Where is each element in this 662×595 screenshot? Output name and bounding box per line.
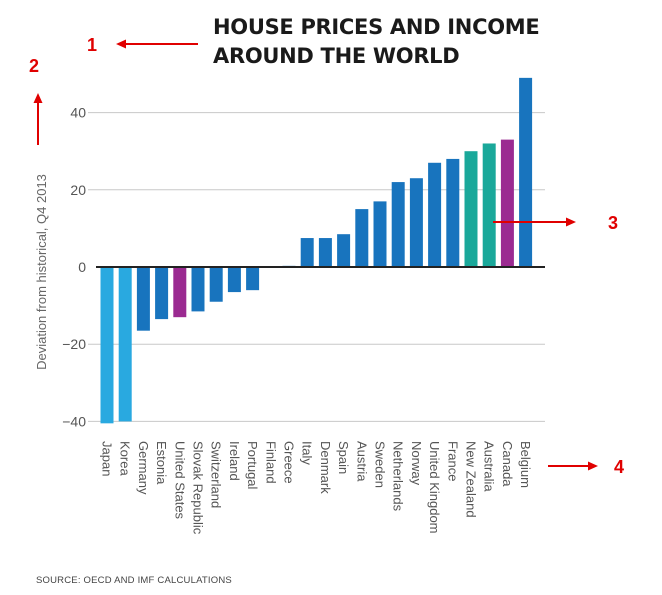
category-label: Austria	[354, 441, 369, 482]
y-tick-label: 0	[78, 259, 86, 275]
bar-slovak-republic	[191, 267, 205, 312]
category-label: United Kingdom	[427, 441, 442, 534]
bar-italy	[300, 238, 314, 267]
y-tick-label: −20	[62, 336, 86, 352]
bar-new-zealand	[464, 151, 478, 267]
bar-norway	[409, 178, 423, 267]
arrow-right-icon	[548, 461, 598, 471]
category-label: Canada	[500, 441, 515, 487]
category-label: New Zealand	[464, 441, 479, 518]
category-labels: Japan Korea Germany Estonia United States Slo…	[100, 441, 534, 535]
bars	[100, 77, 533, 424]
bar-canada	[500, 139, 514, 267]
category-label: Italy	[300, 441, 315, 465]
bar-australia	[482, 143, 496, 267]
annotation-2: 2	[29, 56, 43, 145]
annotation-3: 3	[493, 213, 618, 233]
arrow-right-icon	[493, 217, 576, 227]
bar-sweden	[373, 201, 387, 267]
annotation-label-3: 3	[608, 213, 618, 233]
bar-austria	[355, 209, 369, 267]
category-label: Portugal	[245, 441, 260, 490]
title: HOUSE PRICES AND INCOME AROUND THE WORLD	[213, 15, 540, 68]
bar-netherlands	[391, 182, 405, 267]
bar-portugal	[246, 267, 260, 291]
annotation-4: 4	[548, 457, 624, 477]
y-tick-label: 20	[70, 182, 86, 198]
source-note: SOURCE: OECD AND IMF CALCULATIONS	[36, 575, 232, 586]
bar-ireland	[227, 267, 241, 293]
y-tick-label: 40	[70, 105, 86, 121]
category-label: Sweden	[373, 441, 388, 488]
bar-belgium	[519, 77, 533, 267]
category-label: Switzerland	[209, 441, 224, 508]
category-label: Belgium	[518, 441, 533, 488]
category-label: Korea	[118, 441, 133, 476]
category-label: Finland	[263, 441, 278, 484]
bar-france	[446, 158, 460, 267]
y-tick-label: −40	[62, 413, 86, 429]
title-line-1: HOUSE PRICES AND INCOME	[213, 15, 539, 39]
category-label: Norway	[409, 441, 424, 486]
category-label: Greece	[282, 441, 297, 484]
category-label: Denmark	[318, 441, 333, 494]
annotation-label-1: 1	[87, 35, 97, 55]
bar-japan	[100, 267, 114, 424]
annotation-1: 1	[87, 35, 198, 55]
category-label: Ireland	[227, 441, 242, 481]
arrow-left-icon	[116, 39, 198, 49]
category-label: Slovak Republic	[191, 441, 206, 535]
bar-korea	[118, 267, 132, 422]
bar-denmark	[318, 238, 332, 267]
bar-spain	[337, 234, 351, 267]
bar-switzerland	[209, 267, 223, 302]
category-label: Germany	[136, 441, 151, 495]
annotation-label-4: 4	[614, 457, 624, 477]
title-line-2: AROUND THE WORLD	[213, 44, 459, 68]
annotation-label-2: 2	[29, 56, 39, 76]
category-label: Estonia	[154, 441, 169, 485]
bar-united-states	[173, 267, 187, 318]
category-label: Japan	[100, 441, 115, 476]
category-label: France	[445, 441, 460, 481]
category-label: Netherlands	[391, 441, 406, 512]
bar-united-kingdom	[428, 162, 442, 267]
category-label: United States	[172, 441, 187, 520]
category-label: Spain	[336, 441, 351, 474]
y-tick-labels: 40 20 0 −20 −40	[62, 105, 86, 430]
arrow-up-icon	[33, 93, 43, 145]
bar-germany	[136, 267, 150, 331]
category-label: Australia	[482, 441, 497, 492]
y-axis-label: Deviation from historical, Q4 2013	[34, 174, 49, 370]
bar-estonia	[155, 267, 169, 320]
